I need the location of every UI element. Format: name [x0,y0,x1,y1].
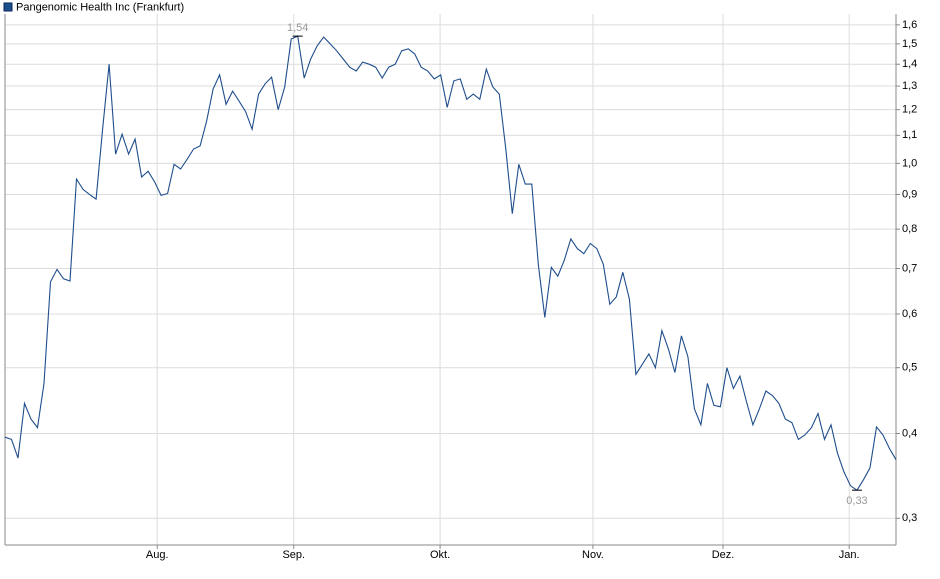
y-tick-label: 0,6 [902,308,917,320]
y-tick-label: 0,8 [902,223,917,235]
y-tick-label: 1,0 [902,157,917,169]
annotation: 0,33 [846,495,867,507]
x-tick-label: Sep. [282,549,305,561]
y-tick-label: 1,4 [902,58,917,70]
y-tick-label: 0,9 [902,188,917,200]
x-tick-label: Nov. [582,549,604,561]
y-tick-label: 1,5 [902,38,917,50]
x-tick-label: Aug. [146,549,169,561]
y-tick-label: 1,2 [902,104,917,116]
x-tick-label: Dez. [712,549,735,561]
legend-label: Pangenomic Health Inc (Frankfurt) [16,1,184,13]
y-tick-label: 1,6 [902,19,917,31]
y-tick-label: 0,5 [902,362,917,374]
legend-swatch [3,2,13,12]
y-tick-label: 0,3 [902,512,917,524]
y-tick-label: 1,3 [902,80,917,92]
y-tick-label: 0,7 [902,262,917,274]
annotation: 1,54 [287,22,308,34]
price-line [4,35,897,491]
y-tick-label: 0,4 [902,427,917,439]
y-tick-label: 1,1 [902,129,917,141]
x-tick-label: Okt. [430,549,450,561]
x-tick-label: Jan. [839,549,860,561]
